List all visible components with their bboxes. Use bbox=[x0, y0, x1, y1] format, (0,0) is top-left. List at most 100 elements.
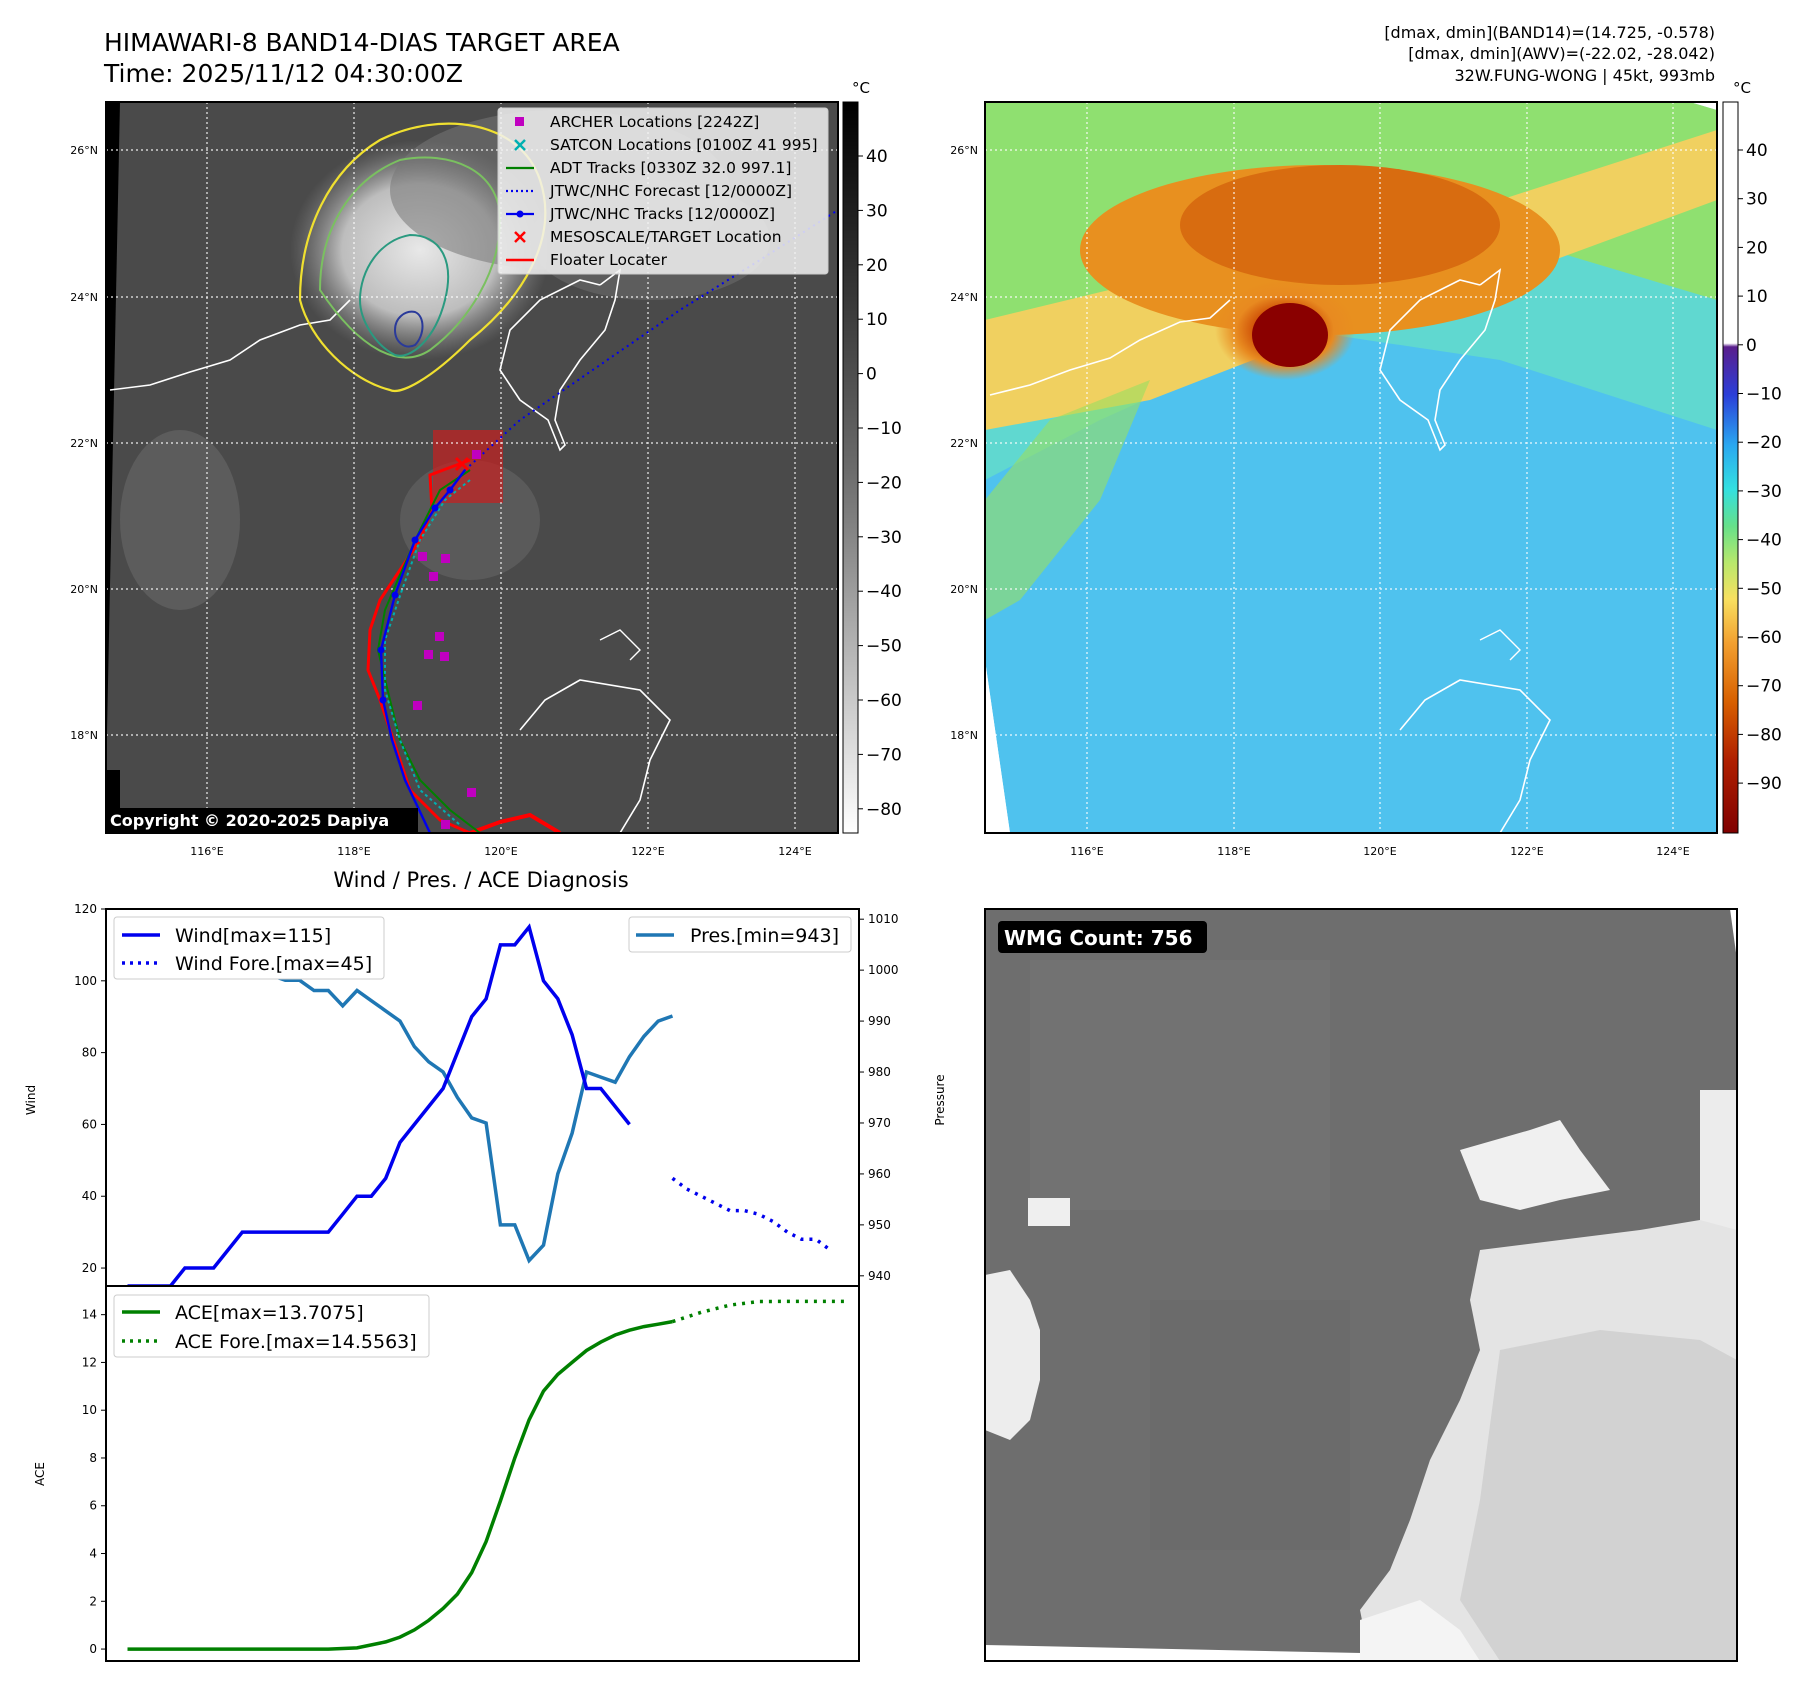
dmax-band14-label: [dmax, dmin](BAND14)=(14.725, -0.578) bbox=[1384, 23, 1715, 42]
ir-colorbar-tick: 10 bbox=[866, 310, 888, 330]
figure-title: HIMAWARI-8 BAND14-DIAS TARGET AREA bbox=[104, 28, 620, 57]
legend-forecast-label: JTWC/NHC Forecast [12/0000Z] bbox=[549, 182, 792, 200]
storm-info-label: 32W.FUNG-WONG | 45kt, 993mb bbox=[1454, 66, 1715, 85]
ace-tick: 2 bbox=[89, 1594, 97, 1608]
pressure-tick: 970 bbox=[868, 1116, 891, 1130]
wv-colorbar-tick: −60 bbox=[1746, 628, 1782, 648]
pressure-tick: 940 bbox=[868, 1269, 891, 1283]
wv-colorbar-tick: −70 bbox=[1746, 677, 1782, 697]
ir-lon-tick: 116°E bbox=[190, 845, 223, 858]
pressure-legend: Pres.[min=943] bbox=[628, 916, 852, 953]
legend-archer-label: ARCHER Locations [2242Z] bbox=[550, 113, 759, 131]
legend-satcon-label: SATCON Locations [0100Z 41 995] bbox=[550, 136, 818, 154]
ir-lon-tick: 124°E bbox=[778, 845, 811, 858]
legend-adt-label: ADT Tracks [0330Z 32.0 997.1] bbox=[550, 159, 791, 177]
wind-fore-legend-label: Wind Fore.[max=45] bbox=[175, 953, 372, 975]
ace-tick: 4 bbox=[89, 1547, 97, 1561]
legend-archer-marker bbox=[515, 117, 524, 126]
map-legend: ARCHER Locations [2242Z] SATCON Location… bbox=[497, 107, 829, 275]
ace-legend: ACE[max=13.7075] ACE Fore.[max=14.5563] bbox=[113, 1294, 430, 1358]
pressure-tick: 990 bbox=[868, 1014, 891, 1028]
ir-colorbar: °C 40 30 20 10 0 −10 −20 −30 −40 −50 −60 −70 −80 bbox=[842, 79, 902, 834]
wv-map-panel bbox=[984, 101, 1718, 834]
wv-lat-tick: 22°N bbox=[950, 437, 978, 450]
ace-series-line bbox=[127, 1319, 673, 1651]
wv-colorbar-tick: 0 bbox=[1746, 336, 1757, 356]
legend-satcon-marker bbox=[514, 139, 526, 151]
legend-floater-label: Floater Locater bbox=[550, 251, 668, 269]
wv-lon-tick: 122°E bbox=[1510, 845, 1543, 858]
wind-pressure-chart: 120 100 80 60 40 20 1010 1000 990 980 970 960 950 94… bbox=[24, 902, 947, 1288]
wind-tick: 120 bbox=[74, 902, 97, 916]
ir-lat-tick: 18°N bbox=[70, 729, 98, 742]
ir-lon-tick: 118°E bbox=[337, 845, 370, 858]
wind-tick: 40 bbox=[82, 1189, 97, 1203]
wmg-count-label: WMG Count: 756 bbox=[1004, 926, 1193, 950]
ir-colorbar-tick: 0 bbox=[866, 365, 877, 385]
ir-colorbar-tick: −60 bbox=[866, 691, 902, 711]
ir-colorbar-tick: −70 bbox=[866, 745, 902, 765]
legend-target-label: MESOSCALE/TARGET Location bbox=[550, 228, 782, 246]
copyright-label: Copyright © 2020-2025 Dapiya bbox=[110, 811, 389, 830]
wv-colorbar-tick: −90 bbox=[1746, 774, 1782, 794]
ir-colorbar-tick: −80 bbox=[866, 800, 902, 820]
wv-lon-tick: 124°E bbox=[1656, 845, 1689, 858]
pressure-legend-label: Pres.[min=943] bbox=[690, 925, 839, 947]
ace-tick: 0 bbox=[89, 1642, 97, 1656]
pressure-tick: 980 bbox=[868, 1065, 891, 1079]
wv-colorbar-tick: −40 bbox=[1746, 531, 1782, 551]
wv-colorbar: °C 40 30 20 10 0 −10 −20 −30 −40 −50 −60 −70 −80 −90 bbox=[1722, 79, 1782, 834]
ace-tick: 14 bbox=[82, 1308, 97, 1322]
ace-tick: 12 bbox=[82, 1355, 97, 1369]
wind-legend-label: Wind[max=115] bbox=[175, 925, 331, 947]
wind-tick: 80 bbox=[82, 1046, 97, 1060]
wv-lat-tick: 20°N bbox=[950, 583, 978, 596]
wind-tick: 20 bbox=[82, 1261, 97, 1275]
pressure-tick: 950 bbox=[868, 1218, 891, 1232]
wv-colorbar-tick: −80 bbox=[1746, 725, 1782, 745]
pressure-tick: 1010 bbox=[868, 912, 899, 926]
wind-tick: 100 bbox=[74, 974, 97, 988]
ir-colorbar-tick: 20 bbox=[866, 256, 888, 276]
ace-legend-label: ACE[max=13.7075] bbox=[175, 1302, 364, 1324]
ir-colorbar-tick: 40 bbox=[866, 147, 888, 167]
ace-tick: 6 bbox=[89, 1499, 97, 1513]
dmax-awv-label: [dmax, dmin](AWV)=(-22.02, -28.042) bbox=[1408, 44, 1715, 63]
wv-lat-tick: 18°N bbox=[950, 729, 978, 742]
wind-tick: 60 bbox=[82, 1117, 97, 1131]
pressure-tick: 960 bbox=[868, 1167, 891, 1181]
ir-lat-tick: 22°N bbox=[70, 437, 98, 450]
wmg-panel: WMG Count: 756 bbox=[984, 908, 1738, 1662]
ir-colorbar-tick: 30 bbox=[866, 201, 888, 221]
wv-colorbar-tick: 10 bbox=[1746, 287, 1768, 307]
wv-lon-tick: 120°E bbox=[1363, 845, 1396, 858]
wv-colorbar-unit: °C bbox=[1733, 79, 1751, 97]
ir-lat-tick: 24°N bbox=[70, 291, 98, 304]
ace-axis-label: ACE bbox=[33, 1462, 47, 1486]
wv-colorbar-tick: 20 bbox=[1746, 238, 1768, 258]
wv-lat-tick: 24°N bbox=[950, 291, 978, 304]
ir-lon-tick: 122°E bbox=[631, 845, 664, 858]
ace-fore-legend-label: ACE Fore.[max=14.5563] bbox=[175, 1331, 417, 1353]
wv-colorbar-tick: −30 bbox=[1746, 482, 1782, 502]
wind-axis-label: Wind bbox=[24, 1085, 38, 1115]
ace-forecast-series-line bbox=[671, 1299, 845, 1324]
wind-legend: Wind[max=115] Wind Fore.[max=45] bbox=[113, 916, 385, 980]
wv-lat-tick: 26°N bbox=[950, 144, 978, 157]
ir-colorbar-tick: −10 bbox=[866, 419, 902, 439]
ir-colorbar-tick: −20 bbox=[866, 473, 902, 493]
ir-colorbar-tick: −30 bbox=[866, 528, 902, 548]
legend-target-marker bbox=[514, 231, 526, 243]
wv-colorbar-tick: 40 bbox=[1746, 141, 1768, 161]
ace-tick: 8 bbox=[89, 1451, 97, 1465]
ace-chart: 14 12 10 8 6 4 2 0 ACE ACE[max=13.7075] ACE For… bbox=[33, 1285, 860, 1662]
ir-colorbar-tick: −50 bbox=[866, 637, 902, 657]
ir-lat-tick: 26°N bbox=[70, 144, 98, 157]
legend-jtwc-marker bbox=[516, 210, 524, 218]
ace-tick: 10 bbox=[82, 1403, 97, 1417]
ir-lat-tick: 20°N bbox=[70, 583, 98, 596]
wv-colorbar-tick: −50 bbox=[1746, 579, 1782, 599]
pressure-tick: 1000 bbox=[868, 963, 899, 977]
legend-jtwc-label: JTWC/NHC Tracks [12/0000Z] bbox=[549, 205, 775, 223]
